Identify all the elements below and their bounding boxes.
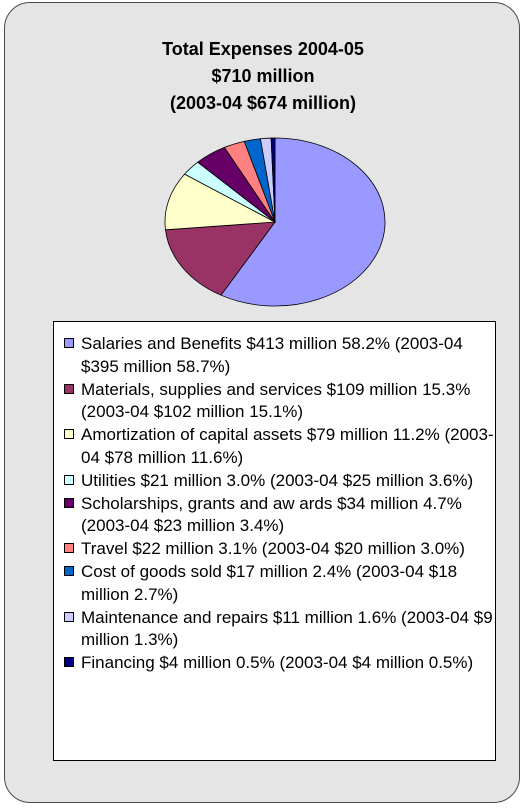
chart-title: Total Expenses 2004-05 $710 million (200…: [0, 36, 526, 117]
pie-slice-3: [164, 173, 277, 231]
legend-label-6: Travel $22 million 3.1% (2003-04 $20 mil…: [81, 539, 465, 558]
legend-item-3: Amortization of capital assets $79 milli…: [64, 424, 495, 469]
legend-swatch-8: [64, 611, 74, 622]
legend-item-7: Cost of goods sold $17 million 2.4% (200…: [64, 561, 495, 606]
chart-legend: Salaries and Benefits $413 million 58.2%…: [53, 321, 496, 761]
legend-label-7: Cost of goods sold $17 million 2.4% (200…: [81, 562, 458, 604]
legend-label-8: Maintenance and repairs $11 million 1.6%…: [81, 607, 493, 650]
legend-swatch-5: [64, 497, 74, 508]
title-line-2: $710 million: [211, 66, 315, 86]
legend-swatch-3: [64, 429, 74, 439]
legend-item-8: Maintenance and repairs $11 million 1.6%…: [64, 607, 495, 652]
legend-swatch-1: [64, 338, 74, 348]
pie-slice-9: [270, 137, 276, 223]
legend-label-9: Financing $4 million 0.5% (2003-04 $4 mi…: [81, 653, 474, 672]
title-line-3: (2003-04 $674 million): [169, 93, 357, 113]
legend-item-4: Utilities $21 million 3.0% (2003-04 $25 …: [64, 470, 495, 493]
legend-swatch-7: [64, 566, 74, 576]
legend-label-2: Materials, supplies and services $109 mi…: [81, 379, 471, 422]
legend-item-1: Salaries and Benefits $413 million 58.2%…: [64, 333, 495, 378]
legend-item-9: Financing $4 million 0.5% (2003-04 $4 mi…: [64, 652, 495, 675]
legend-label-3: Amortization of capital assets $79 milli…: [81, 425, 494, 467]
legend-label-5: Scholarships, grants and aw ards $34 mil…: [81, 493, 462, 536]
legend-label-1: Salaries and Benefits $413 million 58.2%…: [81, 334, 463, 376]
legend-swatch-6: [64, 543, 74, 553]
title-line-1: Total Expenses 2004-05: [162, 39, 364, 59]
legend-item-6: Travel $22 million 3.1% (2003-04 $20 mil…: [64, 538, 495, 561]
pie-slice-2: [165, 221, 276, 296]
pie-slice-1: [220, 137, 386, 307]
pie-chart: [164, 137, 386, 307]
legend-swatch-2: [64, 383, 74, 394]
legend-item-2: Materials, supplies and services $109 mi…: [64, 379, 495, 424]
legend-swatch-9: [64, 657, 74, 667]
legend-label-4: Utilities $21 million 3.0% (2003-04 $25 …: [81, 470, 474, 490]
legend-item-5: Scholarships, grants and aw ards $34 mil…: [64, 493, 495, 538]
legend-swatch-4: [64, 474, 74, 485]
